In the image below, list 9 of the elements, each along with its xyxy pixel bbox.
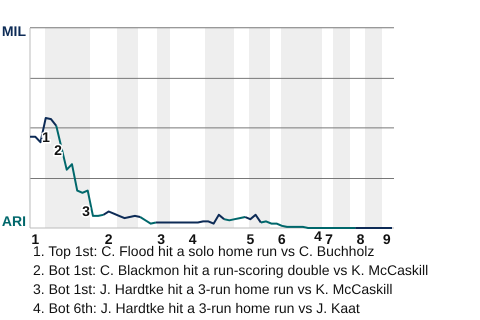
annotation: 2	[54, 142, 62, 158]
annotation: 1	[42, 128, 50, 145]
text: ARI	[2, 213, 26, 229]
text: 2. Bot 1st: C. Blackmon hit a run-scoring double vs K. McCaskill	[33, 262, 428, 278]
text: MIL	[2, 23, 26, 39]
annotation: 3	[82, 202, 90, 219]
x-tick-label: 9	[382, 231, 391, 247]
text: 4. Bot 6th: J. Hardtke hit a 3-run home run vs J. Kaat	[33, 300, 360, 316]
text: 3. Bot 1st: J. Hardtke hit a 3-run home run vs K. McCaskill	[33, 281, 392, 297]
